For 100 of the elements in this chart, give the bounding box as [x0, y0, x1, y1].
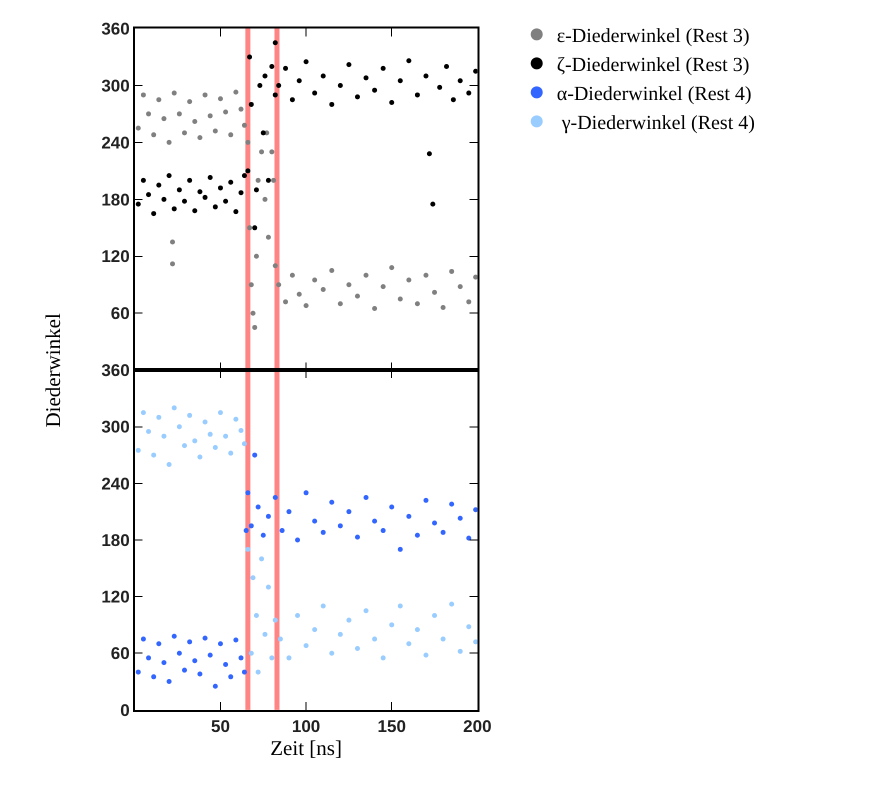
point [172, 634, 177, 639]
y-tick-label: 240 [101, 133, 130, 152]
point [329, 650, 334, 656]
point [156, 641, 162, 646]
point [414, 532, 420, 538]
point [440, 530, 446, 535]
point [182, 443, 187, 448]
point [197, 454, 202, 460]
y-tick-label: 360 [101, 361, 130, 380]
point [146, 428, 152, 434]
point [304, 643, 309, 648]
point [266, 514, 271, 519]
legend-label: α-Diederwinkel (Rest 4) [556, 83, 752, 106]
point [254, 612, 259, 618]
point [458, 516, 463, 521]
point [245, 546, 250, 552]
point [176, 424, 182, 430]
point [248, 650, 254, 656]
point [202, 420, 208, 425]
point [140, 636, 146, 642]
point [286, 509, 292, 514]
y-tick-label: 120 [101, 247, 130, 266]
point [182, 668, 187, 673]
point [312, 518, 318, 524]
point [187, 412, 192, 418]
point [136, 670, 141, 675]
point [406, 514, 412, 519]
point [380, 528, 386, 534]
point [473, 639, 478, 644]
point [295, 612, 300, 618]
point [197, 671, 202, 676]
point [272, 618, 278, 623]
point [151, 452, 156, 458]
x-axis-title: Zeit [ns] [270, 736, 342, 760]
y-tick-label: 0 [120, 700, 130, 720]
point [364, 495, 369, 500]
point [398, 546, 403, 552]
point [192, 658, 198, 664]
point [354, 646, 360, 651]
y-tick-label: 60 [110, 304, 130, 324]
point [228, 674, 234, 680]
point [146, 655, 152, 660]
point [244, 528, 249, 534]
point [458, 648, 463, 654]
point [250, 575, 256, 580]
point [228, 450, 234, 456]
point [338, 632, 343, 637]
point [449, 502, 454, 507]
point [248, 523, 254, 528]
point [223, 434, 228, 439]
point [266, 584, 271, 590]
point [354, 534, 360, 540]
point [260, 532, 266, 538]
x-tick-label: 50 [211, 716, 230, 736]
point [218, 641, 223, 646]
y-tick-label: 360 [101, 19, 130, 38]
point [466, 536, 472, 541]
legend-label: ε-Diederwinkel (Rest 3) [556, 25, 750, 48]
point [176, 650, 182, 656]
point [172, 405, 177, 410]
point [312, 627, 318, 632]
point [252, 452, 258, 458]
y-tick-label: 180 [101, 190, 130, 210]
point [449, 602, 454, 607]
point [389, 504, 394, 510]
point [233, 637, 238, 642]
point [389, 622, 394, 628]
x-tick-label: 150 [378, 716, 406, 736]
point [320, 530, 326, 535]
y-tick-label: 60 [110, 644, 130, 664]
legend-label: γ-Diederwinkel (Rest 4) [556, 112, 755, 134]
point [423, 652, 428, 658]
y-tick-label: 300 [101, 76, 130, 96]
point [423, 498, 428, 503]
point [338, 523, 343, 528]
point [473, 507, 478, 512]
point [406, 641, 412, 646]
point [242, 670, 247, 675]
point [212, 684, 218, 689]
point [278, 636, 283, 642]
point [202, 636, 208, 641]
point [286, 655, 292, 660]
point [208, 432, 213, 437]
point [208, 652, 213, 658]
point [136, 448, 141, 453]
point [432, 520, 438, 526]
point [256, 504, 261, 510]
legend-label: ζ-Diederwinkel (Rest 3) [556, 54, 750, 76]
point [151, 674, 156, 680]
point [161, 660, 166, 666]
point [269, 655, 274, 660]
point [161, 434, 166, 439]
y-tick-label: 120 [101, 588, 130, 607]
y-axis-title: Diederwinkel [41, 313, 66, 428]
point [223, 662, 228, 668]
point [414, 627, 420, 632]
point [280, 528, 285, 534]
y-tick-label: 180 [101, 530, 130, 550]
point [372, 636, 378, 642]
point [466, 624, 472, 630]
